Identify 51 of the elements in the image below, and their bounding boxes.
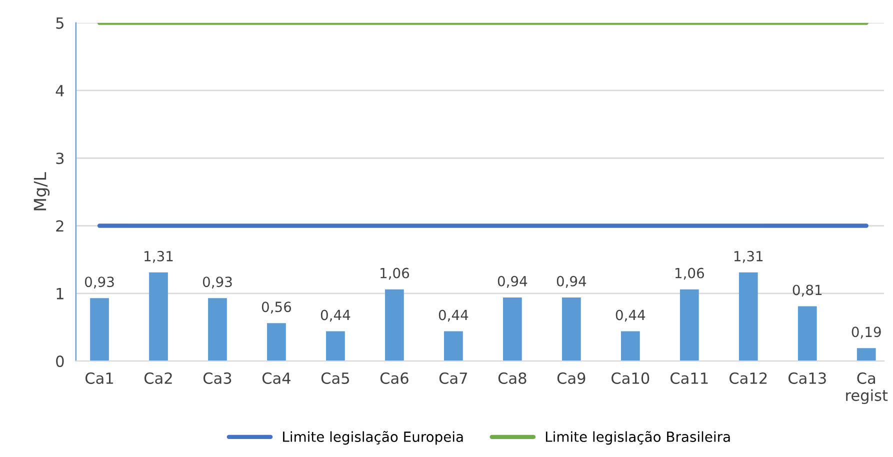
x-tick-label: Ca4 (262, 372, 290, 384)
x-tick-label: Ca12 (730, 372, 767, 384)
data-label: 1,31 (734, 250, 763, 263)
bar (502, 297, 522, 362)
x-tick-label: Ca1 (85, 372, 113, 384)
y-tick-label: 1 (56, 288, 64, 300)
data-label: 1,06 (380, 268, 410, 280)
x-tick-label: Ca2 (144, 372, 172, 384)
y-tick-label: 0 (56, 355, 64, 368)
data-label: 0,94 (498, 276, 528, 288)
y-axis-title: Mg/L (34, 172, 50, 210)
bar (856, 348, 876, 362)
bar (149, 272, 168, 362)
x-tick-label: Ca7 (439, 372, 468, 384)
bar (208, 298, 227, 362)
data-label: 0,19 (852, 326, 881, 339)
y-tick-label: 3 (56, 152, 64, 164)
data-label: 1,06 (675, 268, 704, 280)
data-label: 0,44 (320, 310, 350, 322)
bar (562, 297, 581, 362)
x-tick-label: Ca3 (203, 372, 232, 384)
data-label: 0,81 (792, 284, 822, 297)
bar (444, 331, 463, 362)
data-label: 0,44 (438, 310, 468, 322)
x-tick-label: Ca6 (380, 372, 408, 384)
x-tick-label: Ca10 (612, 372, 650, 384)
bar (385, 289, 404, 362)
bar (267, 323, 286, 362)
y-tick-label: 4 (56, 85, 64, 96)
y-tick-label: 5 (56, 18, 64, 29)
bar (620, 331, 640, 362)
y-tick-label: 2 (56, 220, 64, 232)
data-label: 0,44 (616, 310, 646, 322)
data-label: 1,31 (144, 250, 173, 263)
x-tick-label: Ca5 (321, 372, 349, 384)
bar (680, 289, 699, 362)
data-label: 0,93 (202, 276, 232, 289)
bar (738, 272, 758, 362)
data-label: 0,56 (262, 302, 292, 314)
bar (90, 298, 109, 362)
bar (326, 331, 345, 362)
x-tick-label: Ca8 (498, 372, 526, 384)
x-tick-label: Ca13 (788, 372, 826, 384)
legend-label: Limite legislação Brasileira (546, 431, 730, 445)
x-tick-label: Ca9 (557, 372, 586, 384)
legend-label: Limite legislação Europeia (283, 431, 463, 445)
x-tick-label: Ca regist (846, 372, 888, 404)
x-tick-label: Ca11 (670, 372, 708, 384)
data-label: 0,93 (84, 276, 114, 289)
bar (798, 306, 817, 362)
data-label: 0,94 (556, 276, 586, 288)
